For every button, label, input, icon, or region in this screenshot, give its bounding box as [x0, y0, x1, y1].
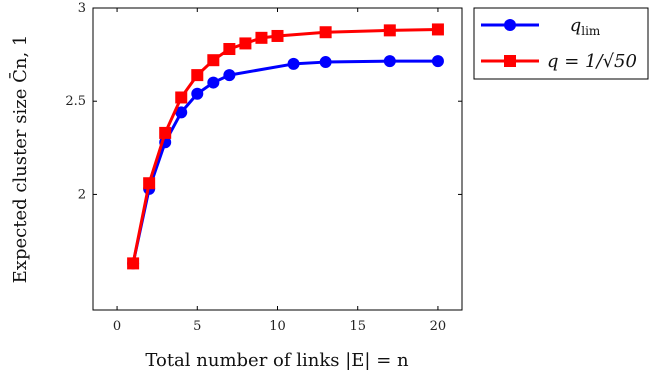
series-2-point [127, 257, 140, 270]
legend-label-2: q = 1/√50 [547, 51, 637, 72]
series-1-point [175, 106, 188, 119]
series-2 [127, 23, 444, 270]
y-tick-label: 3 [78, 1, 86, 16]
series-2-point [223, 43, 236, 56]
series-1-point [431, 55, 444, 68]
legend-marker-1 [504, 19, 516, 31]
series-2-point [191, 69, 204, 82]
y-tick-label: 2.5 [65, 94, 86, 109]
series-2-point [207, 54, 220, 67]
x-axis-title: Total number of links |E| = n [145, 350, 409, 371]
series-2-point [255, 31, 268, 44]
series-2-point [175, 91, 188, 104]
legend-label-1: qlim [570, 15, 601, 38]
legend: qlim q = 1/√50 [473, 7, 649, 80]
plot-area [92, 7, 463, 311]
axis-ticks: 0 5 10 15 20 2 2.5 3 [65, 1, 462, 334]
series-1-point [191, 87, 204, 100]
series-2-point [143, 177, 156, 190]
series-1-point [319, 56, 332, 69]
series-1 [127, 55, 444, 270]
series-2-point [271, 29, 284, 42]
series-1-line [131, 59, 438, 264]
y-axis-title: Expected cluster size C̄n, 1 [8, 35, 31, 284]
series-1-point [223, 69, 236, 82]
x-tick-label: 15 [349, 319, 366, 334]
x-tick-label: 0 [113, 319, 121, 334]
series-2-point [159, 126, 172, 139]
series-2-point [383, 24, 396, 37]
legend-marker-2 [504, 55, 516, 67]
series-1-point [383, 55, 396, 68]
series-1-point [287, 57, 300, 70]
x-tick-label: 20 [430, 319, 447, 334]
legend-label-1-main: q [570, 15, 582, 36]
series-2-point [319, 26, 332, 39]
y-tick-label: 2 [78, 187, 86, 202]
series-2-point [239, 37, 252, 50]
x-tick-label: 10 [269, 319, 286, 334]
legend-label-1-sub: lim [581, 24, 601, 38]
legend-box [473, 7, 649, 80]
series-layer [127, 23, 444, 270]
series-1-point [207, 76, 220, 89]
x-tick-label: 5 [193, 319, 201, 334]
series-2-point [431, 23, 444, 36]
